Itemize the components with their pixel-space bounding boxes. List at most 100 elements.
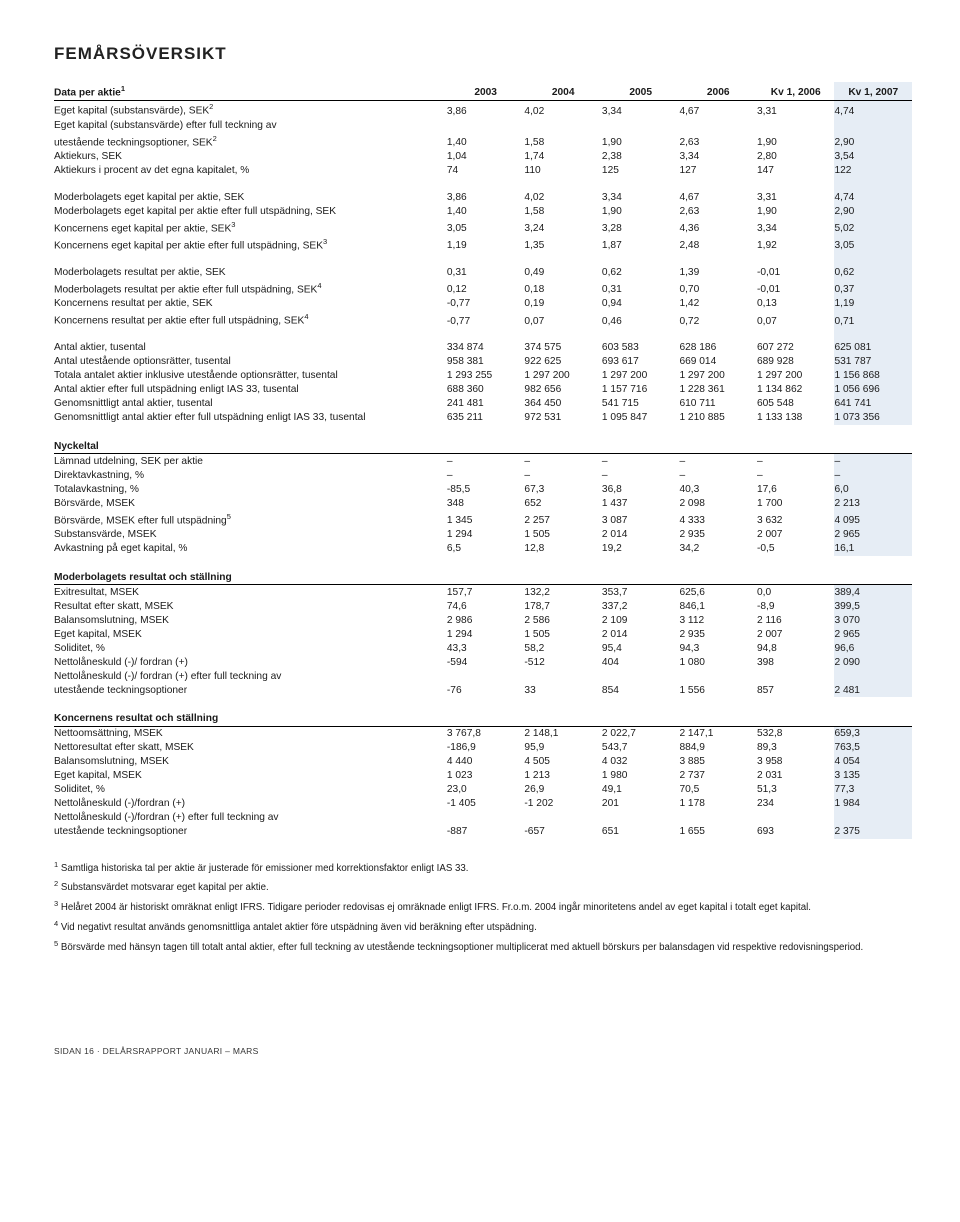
cell: 2 257 — [524, 510, 602, 527]
cell: 2 098 — [679, 496, 757, 510]
cell: 0,62 — [602, 253, 680, 280]
cell: 2 014 — [602, 627, 680, 641]
cell: 6,0 — [834, 482, 912, 496]
cell: 127 — [679, 164, 757, 178]
cell: 389,4 — [834, 585, 912, 600]
cell: 1,42 — [679, 297, 757, 311]
cell: 132,2 — [524, 585, 602, 600]
cell: 96,6 — [834, 641, 912, 655]
table-row: utestående teckningsoptioner-76338541 55… — [54, 683, 912, 697]
cell: – — [834, 468, 912, 482]
cell: 3,34 — [602, 178, 680, 205]
cell: 6,5 — [447, 542, 525, 556]
row-label: Balansomslutning, MSEK — [54, 613, 447, 627]
cell: 33 — [524, 683, 602, 697]
cell: – — [757, 468, 835, 482]
cell: 1 294 — [447, 528, 525, 542]
cell: 2 031 — [757, 769, 835, 783]
cell: 693 617 — [602, 355, 680, 369]
cell: 693 — [757, 825, 835, 839]
cell: 2 147,1 — [679, 726, 757, 741]
cell: 353,7 — [602, 585, 680, 600]
cell — [757, 811, 835, 825]
section-title: Koncernens resultat och ställning — [54, 697, 912, 726]
cell: 125 — [602, 164, 680, 178]
cell — [679, 118, 757, 132]
cell: 0,31 — [602, 279, 680, 296]
col-2005: 2005 — [602, 82, 680, 100]
cell: -1 202 — [524, 797, 602, 811]
row-label: Substansvärde, MSEK — [54, 528, 447, 542]
footnote: 1 Samtliga historiska tal per aktie är j… — [54, 859, 912, 877]
cell: 1 297 200 — [524, 369, 602, 383]
cell: 1 345 — [447, 510, 525, 527]
cell: 652 — [524, 496, 602, 510]
cell: 94,3 — [679, 641, 757, 655]
cell: 4 440 — [447, 755, 525, 769]
table-row: Nettoomsättning, MSEK3 767,82 148,12 022… — [54, 726, 912, 741]
cell: 3 885 — [679, 755, 757, 769]
table-row: Eget kapital (substansvärde), SEK23,864,… — [54, 100, 912, 118]
cell: 1 080 — [679, 655, 757, 669]
cell: 77,3 — [834, 783, 912, 797]
cell: 1,90 — [757, 204, 835, 218]
cell: – — [602, 468, 680, 482]
table-row: Aktiekurs, SEK1,041,742,383,342,803,54 — [54, 150, 912, 164]
cell: 178,7 — [524, 599, 602, 613]
table-row: Soliditet, %23,026,949,170,551,377,3 — [54, 783, 912, 797]
cell: 49,1 — [602, 783, 680, 797]
cell: 3,86 — [447, 100, 525, 118]
cell: 3 112 — [679, 613, 757, 627]
section-title-row: Moderbolagets resultat och ställning — [54, 556, 912, 585]
cell: 1,35 — [524, 236, 602, 253]
table-row: Lämnad utdelning, SEK per aktie–––––– — [54, 454, 912, 469]
header-row: Data per aktie1 2003 2004 2005 2006 Kv 1… — [54, 82, 912, 100]
table-row: Direktavkastning, %–––––– — [54, 468, 912, 482]
cell: 16,1 — [834, 542, 912, 556]
cell — [447, 811, 525, 825]
cell: 1,58 — [524, 204, 602, 218]
cell: 1 293 255 — [447, 369, 525, 383]
cell: 4 333 — [679, 510, 757, 527]
section-title: Nyckeltal — [54, 425, 912, 454]
cell — [524, 811, 602, 825]
cell: 2,90 — [834, 204, 912, 218]
cell: 1 133 138 — [757, 411, 835, 425]
cell: 0,13 — [757, 297, 835, 311]
cell — [602, 669, 680, 683]
cell — [679, 669, 757, 683]
cell: 1,58 — [524, 132, 602, 149]
cell: 669 014 — [679, 355, 757, 369]
row-label: Avkastning på eget kapital, % — [54, 542, 447, 556]
cell: 374 575 — [524, 328, 602, 355]
cell: 4,02 — [524, 100, 602, 118]
cell: 659,3 — [834, 726, 912, 741]
row-label: Koncernens eget kapital per aktie, SEK3 — [54, 218, 447, 235]
cell: 4,67 — [679, 100, 757, 118]
cell: 1 073 356 — [834, 411, 912, 425]
table-row: Antal aktier, tusental334 874374 575603 … — [54, 328, 912, 355]
row-label: Börsvärde, MSEK efter full utspädning5 — [54, 510, 447, 527]
cell: 1 505 — [524, 528, 602, 542]
cell: 1 984 — [834, 797, 912, 811]
table-row: Balansomslutning, MSEK2 9862 5862 1093 1… — [54, 613, 912, 627]
cell: 404 — [602, 655, 680, 669]
cell: 635 211 — [447, 411, 525, 425]
col-2004: 2004 — [524, 82, 602, 100]
row-label: Totala antalet aktier inklusive uteståen… — [54, 369, 447, 383]
cell: 1 157 716 — [602, 383, 680, 397]
cell: – — [679, 468, 757, 482]
row-label: Antal utestående optionsrätter, tusental — [54, 355, 447, 369]
col-kv1-2007: Kv 1, 2007 — [834, 82, 912, 100]
cell: 2 109 — [602, 613, 680, 627]
cell: 1 213 — [524, 769, 602, 783]
cell: 51,3 — [757, 783, 835, 797]
cell: 1 556 — [679, 683, 757, 697]
cell: – — [524, 454, 602, 469]
cell: 958 381 — [447, 355, 525, 369]
cell: – — [679, 454, 757, 469]
row-label: Koncernens eget kapital per aktie efter … — [54, 236, 447, 253]
cell: 1 156 868 — [834, 369, 912, 383]
row-label: Koncernens resultat per aktie, SEK — [54, 297, 447, 311]
cell: 2 007 — [757, 627, 835, 641]
